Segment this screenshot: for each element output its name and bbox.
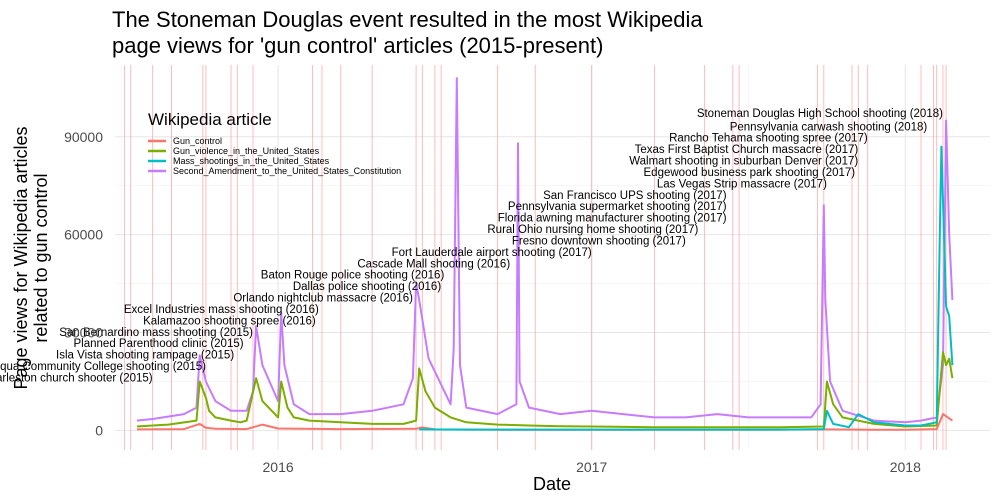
x-axis-ticks: 2016 2017 2018 <box>263 459 922 475</box>
annotation-san-bernardino-mass-shooting-2015: San Bernardino mass shooting (2015) <box>59 327 253 339</box>
y-tick-label-30000: 30000 <box>64 325 103 341</box>
legend-item-gun-violence: Gun_violence_in_the_United_States <box>148 146 320 156</box>
legend-label-second-amendment: Second_Amendment_to_the_United_States_Co… <box>173 166 401 176</box>
y-axis-title-line-2: related to gun control <box>31 173 51 342</box>
x-tick-label-2016: 2016 <box>263 459 294 475</box>
y-tick-label-0: 0 <box>95 422 103 438</box>
y-axis-title-line-1: Page views for Wikipedia articles <box>11 126 31 389</box>
annotation-edgewood-business-park-shooting-2017: Edgewood business park shooting (2017) <box>644 167 856 179</box>
y-tick-label-60000: 60000 <box>64 227 103 243</box>
series-line-second-amendment-to-the-united-states-constitution <box>136 77 954 424</box>
annotation-pennsylvania-carwash-shooting-2018: Pennsylvania carwash shooting (2018) <box>730 121 928 133</box>
annotation-las-vegas-strip-massacre-2017: Las Vegas Strip massacre (2017) <box>657 178 827 190</box>
annotation-umpqua-community-college-shooting-2015: Umpqua Community College shooting (2015) <box>0 361 206 373</box>
annotation-charleston-church-shooter-2015: Charleston church shooter (2015) <box>0 372 153 384</box>
plot-series <box>136 77 954 431</box>
annotation-planned-parenthood-clinic-2015: Planned Parenthood clinic (2015) <box>74 338 244 350</box>
legend-item-gun-control: Gun_control <box>148 136 222 146</box>
y-axis-ticks: 0 30000 60000 90000 <box>64 129 103 439</box>
annotation-rural-ohio-nursing-home-shooting-2017: Rural Ohio nursing home shooting (2017) <box>487 224 698 236</box>
annotation-pennsylvania-supermarket-shooting-2017: Pennsylvania supermarket shooting (2017) <box>508 201 727 213</box>
annotation-rancho-tehama-shooting-spree-2017: Rancho Tehama shooting spree (2017) <box>669 133 868 145</box>
annotation-kalamazoo-shooting-spree-2016: Kalamazoo shooting spree (2016) <box>143 315 316 327</box>
series-line-gun-violence-in-the-united-states <box>136 351 954 429</box>
annotation-walmart-shooting-in-suburban-denver-2017: Walmart shooting in suburban Denver (201… <box>629 156 858 168</box>
annotation-dallas-police-shooting-2016: Dallas police shooting (2016) <box>293 281 441 293</box>
annotation-excel-industries-mass-shooting-2016: Excel Industries mass shooting (2016) <box>124 304 319 316</box>
chart-title-line-2: page views for 'gun control' articles (2… <box>112 33 603 58</box>
legend-item-mass-shootings: Mass_shootings_in_the_United_States <box>148 156 330 166</box>
x-tick-label-2017: 2017 <box>576 459 607 475</box>
annotation-isla-vista-shooting-rampage-2015: Isla Vista shooting rampage (2015) <box>56 350 234 362</box>
annotation-baton-rouge-police-shooting-2016: Baton Rouge police shooting (2016) <box>261 270 445 282</box>
legend: Wikipedia article Gun_control Gun_violen… <box>148 110 401 176</box>
annotation-texas-first-baptist-church-massacre-2017: Texas First Baptist Church massacre (201… <box>635 144 859 156</box>
legend-label-gun-violence: Gun_violence_in_the_United_States <box>173 146 320 156</box>
annotation-florida-awning-manufacturer-shooting-2017: Florida awning manufacturer shooting (20… <box>498 213 727 225</box>
x-tick-label-2018: 2018 <box>890 459 921 475</box>
annotation-stoneman-douglas-high-school-shooting-2018: Stoneman Douglas High School shooting (2… <box>697 108 943 120</box>
series-line-gun-control <box>136 413 953 431</box>
legend-item-second-amendment: Second_Amendment_to_the_United_States_Co… <box>148 166 401 176</box>
chart-title-line-1: The Stoneman Douglas event resulted in t… <box>112 7 703 32</box>
legend-label-mass-shootings: Mass_shootings_in_the_United_States <box>173 156 330 166</box>
annotation-cascade-mall-shooting-2016: Cascade Mall shooting (2016) <box>357 258 510 270</box>
annotation-orlando-nightclub-massacre-2016: Orlando nightclub massacre (2016) <box>233 293 413 305</box>
annotation-san-francisco-ups-shooting-2017: San Francisco UPS shooting (2017) <box>543 190 727 202</box>
legend-title: Wikipedia article <box>148 110 272 129</box>
series-line-mass-shootings-in-the-united-states <box>419 145 954 431</box>
legend-label-gun-control: Gun_control <box>173 136 222 146</box>
x-axis-title: Date <box>533 474 571 494</box>
y-tick-label-90000: 90000 <box>64 129 103 145</box>
annotation-fresno-downtown-shooting-2017: Fresno downtown shooting (2017) <box>512 235 686 247</box>
annotations: Stoneman Douglas High School shooting (2… <box>0 108 943 384</box>
annotation-fort-lauderdale-airport-shooting-2017: Fort Lauderdale airport shooting (2017) <box>392 247 592 259</box>
